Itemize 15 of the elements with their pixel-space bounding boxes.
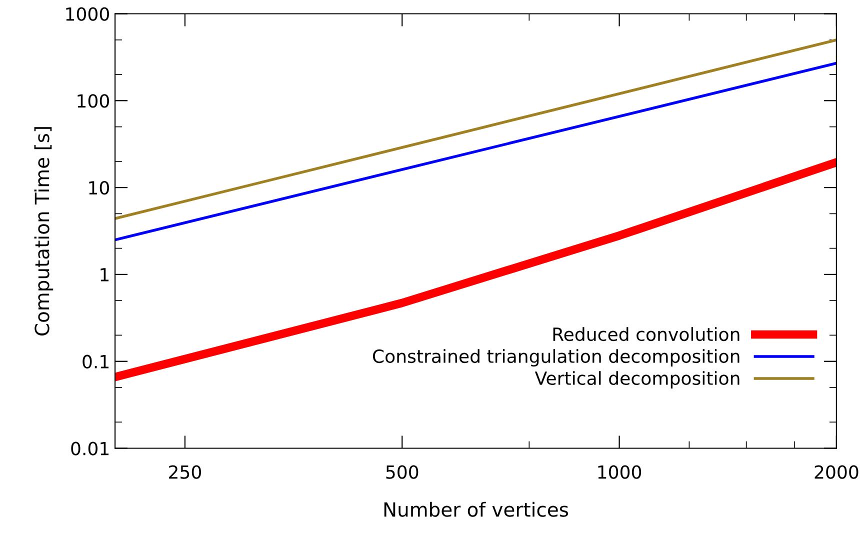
x-tick-label: 500 bbox=[386, 465, 418, 479]
y-tick-label: 1000 bbox=[66, 7, 109, 21]
y-tick-label: 1 bbox=[100, 268, 109, 282]
x-axis-title: Number of vertices bbox=[384, 502, 568, 517]
y-tick-label: 0.1 bbox=[82, 354, 109, 368]
x-tick-label: 1000 bbox=[598, 465, 642, 479]
x-tick-label: 2000 bbox=[814, 465, 858, 479]
y-axis-title: Computation Time [s] bbox=[34, 127, 54, 336]
x-tick-label: 250 bbox=[169, 465, 201, 479]
legend-label: Vertical decomposition bbox=[534, 371, 740, 389]
y-tick-label: 0.01 bbox=[71, 442, 109, 456]
y-tick-label: 100 bbox=[78, 94, 109, 108]
legend-label: Reduced convolution bbox=[553, 327, 740, 342]
y-tick-label: 10 bbox=[89, 181, 109, 195]
legend-label: Constrained triangulation decomposition bbox=[372, 349, 740, 367]
